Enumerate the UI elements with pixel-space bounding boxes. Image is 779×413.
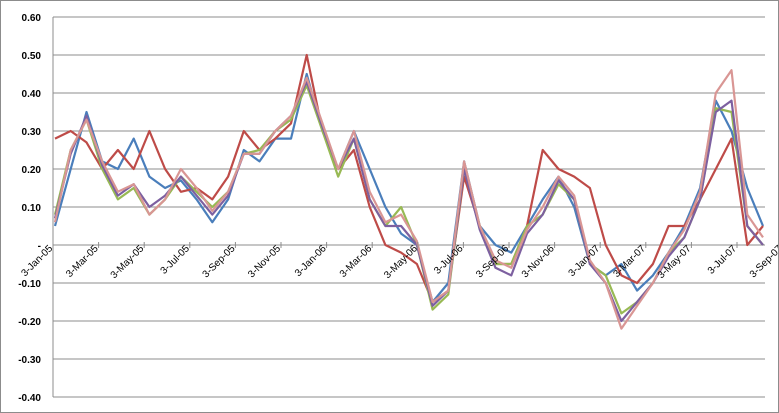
y-tick-label: 0.50 xyxy=(22,51,42,62)
x-tick-label: 3-Sep-07 xyxy=(748,243,778,280)
x-tick-label: 3-May-05 xyxy=(109,243,147,281)
x-tick-label: 3-Sep-05 xyxy=(201,243,238,280)
x-tick-label: 3-Sep-06 xyxy=(474,243,511,280)
y-tick-label: 0.30 xyxy=(22,127,42,138)
axes xyxy=(52,17,765,397)
x-tick-label: 3-Mar-05 xyxy=(64,243,101,280)
x-tick-label: 3-Jan-06 xyxy=(293,243,329,279)
y-tick-label: 0.20 xyxy=(22,165,42,176)
y-tick-label: - xyxy=(38,241,41,252)
x-tick-label: 3-Nov-06 xyxy=(520,243,557,280)
x-tick-label: 3-Mar-06 xyxy=(338,243,375,280)
x-tick-label: 3-Nov-05 xyxy=(246,243,283,280)
series-lines xyxy=(53,53,765,330)
y-tick-label: 0.40 xyxy=(22,89,42,100)
y-tick-label: -0.40 xyxy=(18,393,41,404)
y-tick-label: 0.60 xyxy=(22,13,42,24)
y-tick-label: -0.20 xyxy=(18,317,41,328)
gridlines xyxy=(53,16,765,398)
y-axis-ticks: 0.60 0.50 0.40 0.30 0.20 0.10 - -0.10 -0.20 -0.30… xyxy=(18,13,41,404)
x-tick-label: 3-Jul-05 xyxy=(159,243,193,277)
x-tick-label: 3-Mar-07 xyxy=(611,243,648,280)
y-tick-label: 0.10 xyxy=(22,203,42,214)
series-line-4 xyxy=(53,80,764,323)
y-tick-label: -0.10 xyxy=(18,279,41,290)
y-tick-label: -0.30 xyxy=(18,355,41,366)
x-tick-label: 3-Jul-07 xyxy=(706,243,740,277)
series-line-2 xyxy=(54,53,764,304)
series-line-5 xyxy=(53,69,764,330)
